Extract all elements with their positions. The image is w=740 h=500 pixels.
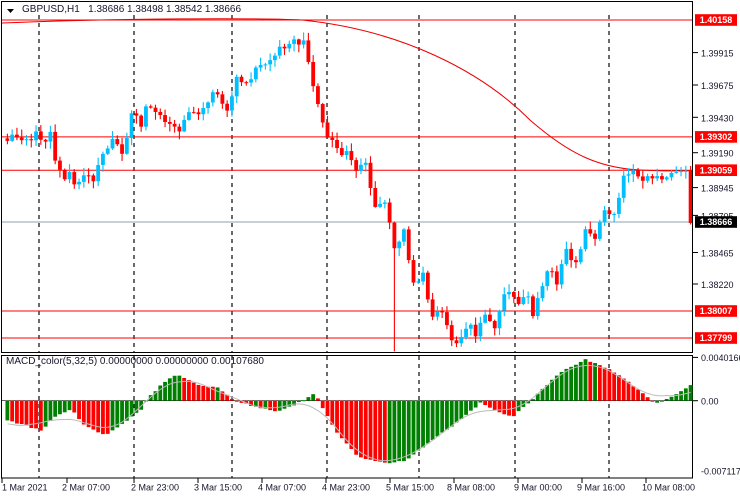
- svg-text:0.0040166: 0.0040166: [701, 353, 740, 363]
- svg-text:GBPUSD,H1 1.38686 1.38498 1.: GBPUSD,H1 1.38686 1.38498 1.38542 1.3866…: [22, 4, 241, 15]
- svg-text:1.38465: 1.38465: [701, 249, 734, 259]
- svg-text:5 Mar 15:00: 5 Mar 15:00: [386, 483, 434, 493]
- svg-text:1.39059: 1.39059: [700, 165, 733, 175]
- svg-text:10 Mar 08:00: 10 Mar 08:00: [642, 483, 695, 493]
- svg-text:MACD_color(5,32,5) 0.00000000: MACD_color(5,32,5) 0.00000000 0.00000000…: [6, 356, 264, 367]
- svg-text:1.39190: 1.39190: [701, 149, 734, 159]
- svg-text:4 Mar 23:00: 4 Mar 23:00: [322, 483, 370, 493]
- svg-text:4 Mar 07:00: 4 Mar 07:00: [258, 483, 306, 493]
- svg-text:1.38666: 1.38666: [700, 217, 733, 227]
- svg-text:2 Mar 23:00: 2 Mar 23:00: [131, 483, 179, 493]
- svg-text:1.38220: 1.38220: [701, 280, 734, 290]
- svg-text:1.39675: 1.39675: [701, 81, 734, 91]
- svg-text:2 Mar 07:00: 2 Mar 07:00: [62, 483, 110, 493]
- svg-text:9 Mar 16:00: 9 Mar 16:00: [577, 483, 625, 493]
- svg-text:1.37799: 1.37799: [700, 333, 733, 343]
- svg-text:8 Mar 08:00: 8 Mar 08:00: [447, 483, 495, 493]
- svg-text:0.00: 0.00: [701, 397, 719, 407]
- svg-text:1.39430: 1.39430: [701, 113, 734, 123]
- svg-text:1.39915: 1.39915: [701, 49, 734, 59]
- svg-text:3 Mar 15:00: 3 Mar 15:00: [194, 483, 242, 493]
- svg-text:1 Mar 2021: 1 Mar 2021: [2, 483, 48, 493]
- svg-text:1.39302: 1.39302: [700, 132, 733, 142]
- svg-text:-0.0071170: -0.0071170: [701, 467, 740, 477]
- svg-text:1.38007: 1.38007: [700, 306, 733, 316]
- svg-text:1.40158: 1.40158: [700, 15, 733, 25]
- svg-text:1.38945: 1.38945: [701, 184, 734, 194]
- svg-text:9 Mar 00:00: 9 Mar 00:00: [514, 483, 562, 493]
